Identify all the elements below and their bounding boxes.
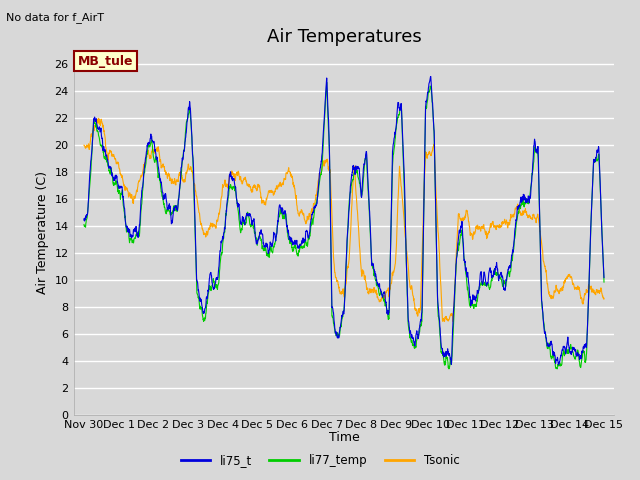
Text: No data for f_AirT: No data for f_AirT <box>6 12 104 23</box>
Y-axis label: Air Temperature (C): Air Temperature (C) <box>36 171 49 294</box>
Text: MB_tule: MB_tule <box>78 55 133 68</box>
X-axis label: Time: Time <box>328 432 360 444</box>
Legend: li75_t, li77_temp, Tsonic: li75_t, li77_temp, Tsonic <box>176 449 464 472</box>
Title: Air Temperatures: Air Temperatures <box>267 28 421 46</box>
